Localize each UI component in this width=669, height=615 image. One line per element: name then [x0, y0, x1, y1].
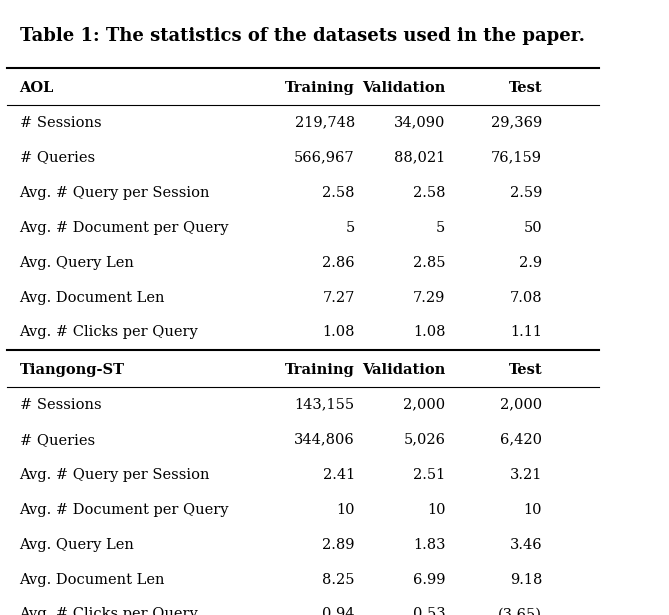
Text: 3.21: 3.21	[510, 467, 542, 482]
Text: 566,967: 566,967	[294, 151, 355, 165]
Text: 10: 10	[337, 502, 355, 517]
Text: 1.08: 1.08	[413, 325, 446, 339]
Text: (3.65): (3.65)	[498, 608, 542, 615]
Text: 2.85: 2.85	[413, 255, 446, 269]
Text: 88,021: 88,021	[394, 151, 446, 165]
Text: Training: Training	[285, 363, 355, 377]
Text: 2.58: 2.58	[322, 186, 355, 200]
Text: 1.83: 1.83	[413, 538, 446, 552]
Text: Avg. # Clicks per Query: Avg. # Clicks per Query	[19, 325, 198, 339]
Text: 0.53: 0.53	[413, 608, 446, 615]
Text: Avg. # Document per Query: Avg. # Document per Query	[19, 502, 229, 517]
Text: Test: Test	[508, 81, 542, 95]
Text: 9.18: 9.18	[510, 573, 542, 587]
Text: 219,748: 219,748	[294, 116, 355, 130]
Text: 143,155: 143,155	[294, 398, 355, 411]
Text: 10: 10	[427, 502, 446, 517]
Text: Avg. # Document per Query: Avg. # Document per Query	[19, 221, 229, 234]
Text: Training: Training	[285, 81, 355, 95]
Text: # Sessions: # Sessions	[19, 116, 101, 130]
Text: Avg. Document Len: Avg. Document Len	[19, 290, 165, 304]
Text: Test: Test	[508, 363, 542, 377]
Text: # Sessions: # Sessions	[19, 398, 101, 411]
Text: Avg. # Clicks per Query: Avg. # Clicks per Query	[19, 608, 198, 615]
Text: 344,806: 344,806	[294, 432, 355, 446]
Text: 50: 50	[523, 221, 542, 234]
Text: 2.58: 2.58	[413, 186, 446, 200]
Text: 7.27: 7.27	[322, 290, 355, 304]
Text: 6,420: 6,420	[500, 432, 542, 446]
Text: 2.89: 2.89	[322, 538, 355, 552]
Text: # Queries: # Queries	[19, 432, 94, 446]
Text: Avg. Document Len: Avg. Document Len	[19, 573, 165, 587]
Text: 2.9: 2.9	[519, 255, 542, 269]
Text: Avg. Query Len: Avg. Query Len	[19, 538, 134, 552]
Text: Validation: Validation	[362, 81, 446, 95]
Text: Tiangong-ST: Tiangong-ST	[19, 363, 124, 377]
Text: Validation: Validation	[362, 363, 446, 377]
Text: 5,026: 5,026	[403, 432, 446, 446]
Text: 2,000: 2,000	[403, 398, 446, 411]
Text: Avg. # Query per Session: Avg. # Query per Session	[19, 467, 210, 482]
Text: 2.59: 2.59	[510, 186, 542, 200]
Text: 3.46: 3.46	[510, 538, 542, 552]
Text: 76,159: 76,159	[491, 151, 542, 165]
Text: 10: 10	[524, 502, 542, 517]
Text: 8.25: 8.25	[322, 573, 355, 587]
Text: Avg. Query Len: Avg. Query Len	[19, 255, 134, 269]
Text: 1.08: 1.08	[322, 325, 355, 339]
Text: 29,369: 29,369	[491, 116, 542, 130]
Text: 7.08: 7.08	[510, 290, 542, 304]
Text: Avg. # Query per Session: Avg. # Query per Session	[19, 186, 210, 200]
Text: 6.99: 6.99	[413, 573, 446, 587]
Text: Table 1: The statistics of the datasets used in the paper.: Table 1: The statistics of the datasets …	[19, 27, 585, 45]
Text: AOL: AOL	[19, 81, 54, 95]
Text: 2,000: 2,000	[500, 398, 542, 411]
Text: 7.29: 7.29	[413, 290, 446, 304]
Text: 2.86: 2.86	[322, 255, 355, 269]
Text: 2.51: 2.51	[413, 467, 446, 482]
Text: 2.41: 2.41	[322, 467, 355, 482]
Text: 1.11: 1.11	[510, 325, 542, 339]
Text: 0.94: 0.94	[322, 608, 355, 615]
Text: 5: 5	[436, 221, 446, 234]
Text: # Queries: # Queries	[19, 151, 94, 165]
Text: 5: 5	[346, 221, 355, 234]
Text: 34,090: 34,090	[394, 116, 446, 130]
